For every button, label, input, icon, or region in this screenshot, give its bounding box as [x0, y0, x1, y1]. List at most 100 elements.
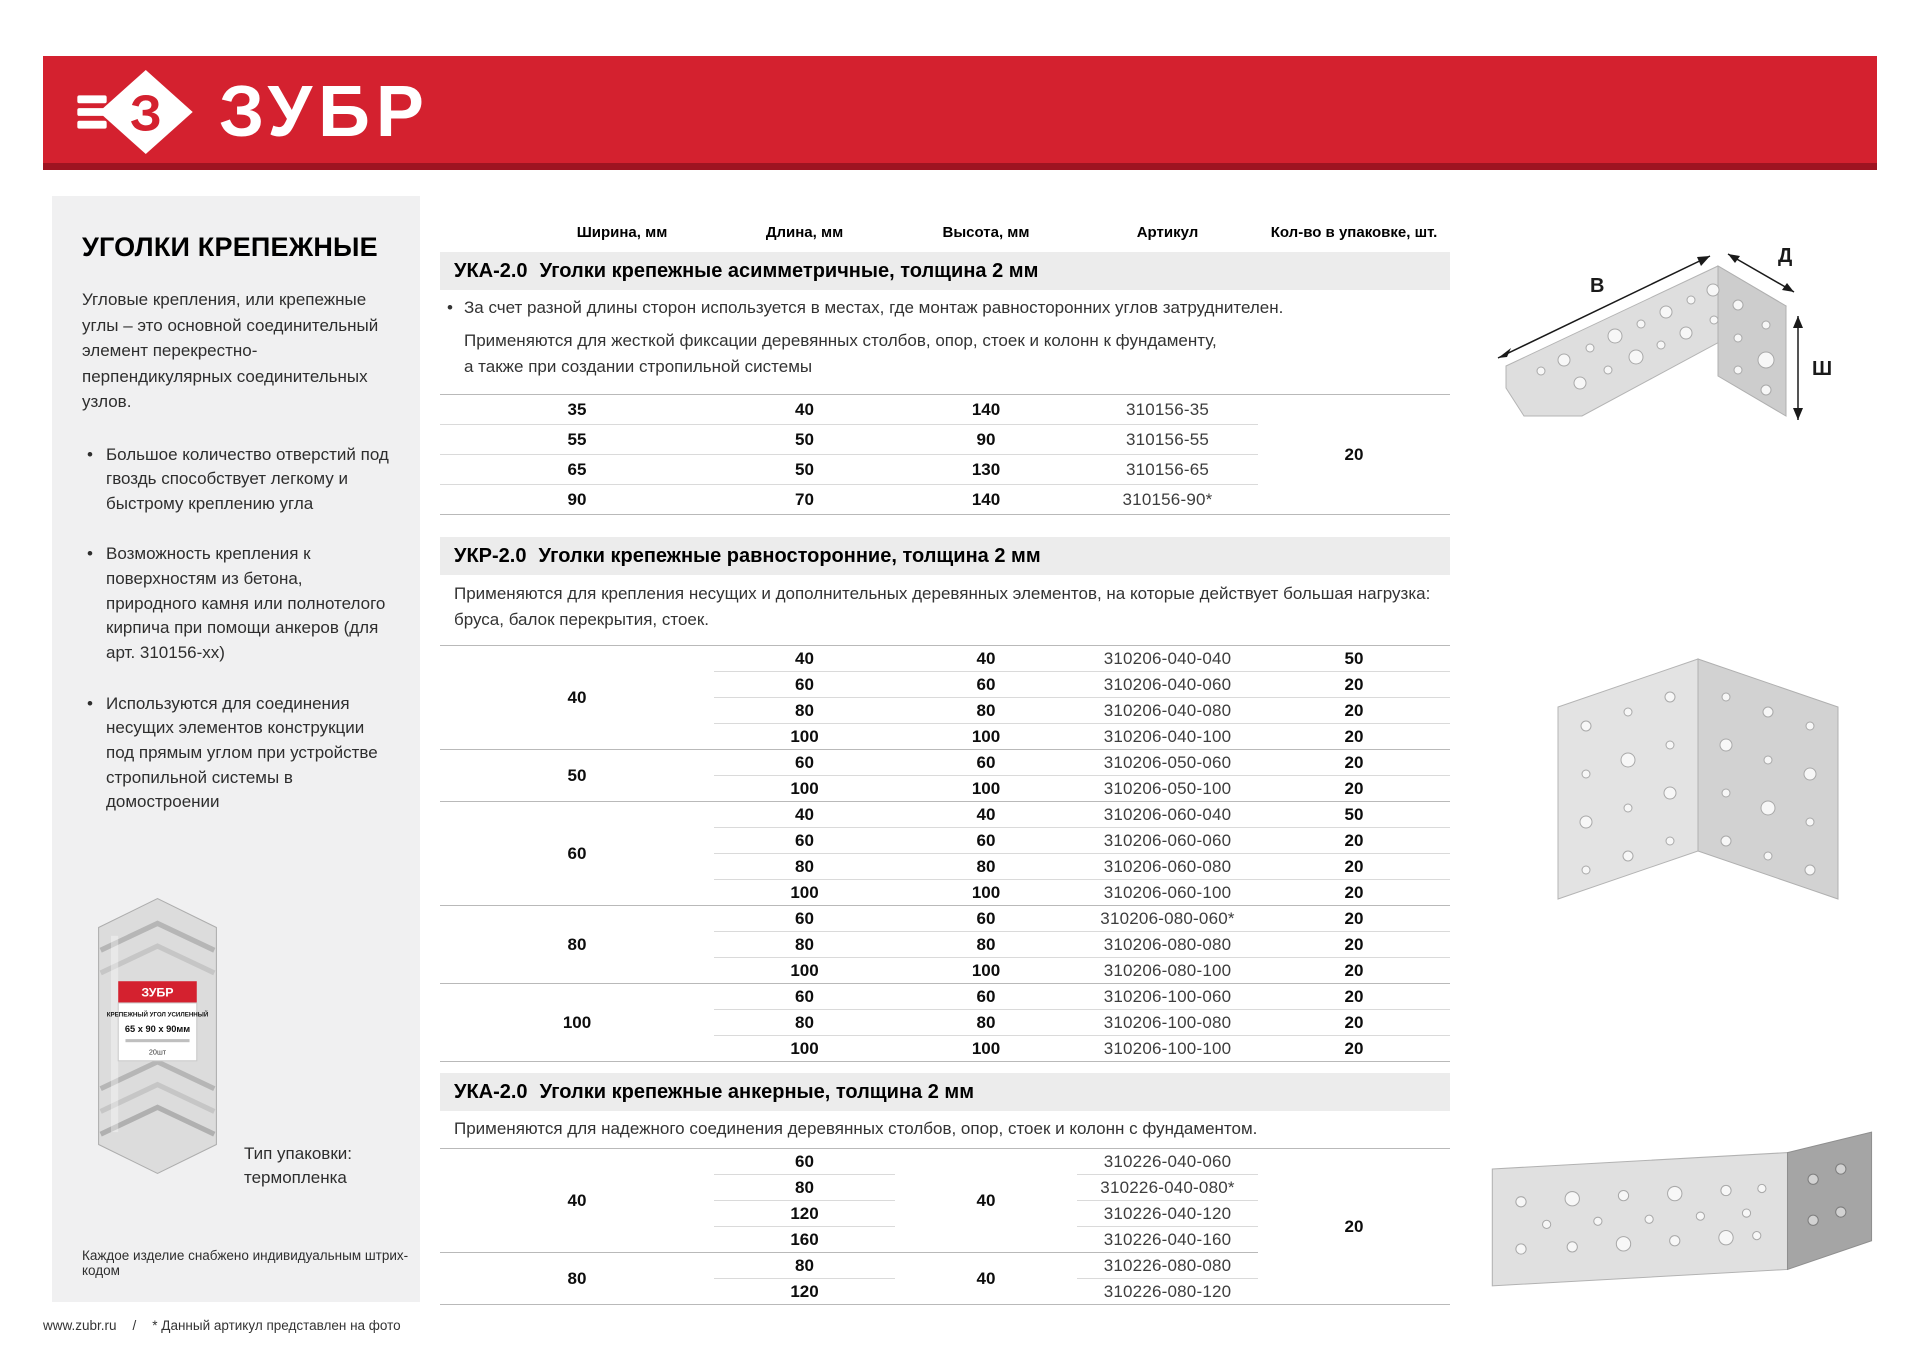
package-photo: ЗУБР КРЕПЕЖНЫЙ УГОЛ УСИЛЕННЫЙ 65 x 90 x …	[80, 886, 235, 1186]
article-value: 310156-35	[1077, 394, 1258, 425]
length-value: 60	[714, 905, 895, 932]
section-name: Уголки крепежные равносторонние, толщина…	[538, 544, 1041, 567]
section-bullet: За счет разной длины сторон используется…	[440, 298, 1444, 318]
feature-list: Большое количество отверстий под гвоздь …	[82, 443, 394, 815]
article-value: 310206-060-080	[1077, 853, 1258, 880]
height-value: 80	[895, 931, 1077, 958]
length-value: 40	[714, 394, 895, 425]
length-value: 60	[714, 671, 895, 698]
article-value: 310206-060-040	[1077, 801, 1258, 828]
length-value: 80	[714, 1174, 895, 1201]
length-value: 80	[714, 931, 895, 958]
section-code: УКА-2.0	[454, 1080, 528, 1103]
width-value: 60	[440, 801, 714, 906]
product-image-asymmetric: В Д Ш	[1490, 215, 1890, 460]
height-value: 80	[895, 1009, 1077, 1036]
length-value: 100	[714, 723, 895, 750]
length-value: 50	[714, 424, 895, 455]
intro-paragraph: Угловые крепления, или крепежные углы – …	[82, 290, 379, 411]
article-value: 310206-100-080	[1077, 1009, 1258, 1036]
qty-value: 20	[1258, 671, 1450, 698]
package-label-title: КРЕПЕЖНЫЙ УГОЛ УСИЛЕННЫЙ	[107, 1010, 209, 1018]
section-description: Применяются для жесткой фиксации деревян…	[464, 331, 1217, 377]
width-value: 35	[440, 394, 714, 425]
table-row: 90 70 140 310156-90*	[440, 484, 1450, 515]
article-value: 310226-040-080*	[1077, 1174, 1258, 1201]
length-value: 70	[714, 484, 895, 515]
article-value: 310206-080-080	[1077, 931, 1258, 958]
qty-value: 20	[1258, 931, 1450, 958]
package-type-caption: Тип упаковки: термопленка	[244, 1144, 352, 1187]
length-value: 40	[714, 801, 895, 828]
length-value: 50	[714, 454, 895, 485]
table-row: 35 40 140 310156-35 20	[440, 394, 1450, 515]
article-value: 310156-65	[1077, 454, 1258, 485]
feature-item: Большое количество отверстий под гвоздь …	[82, 443, 394, 517]
page-footer: www.zubr.ru / * Данный артикул представл…	[43, 1318, 401, 1333]
length-value: 160	[714, 1226, 895, 1253]
site-url: www.zubr.ru	[43, 1318, 117, 1333]
section-header-ukr-equal: УКР-2.0 Уголки крепежные равносторонние,…	[440, 537, 1450, 575]
footnote: * Данный артикул представлен на фото	[152, 1318, 401, 1333]
article-value: 310206-080-060*	[1077, 905, 1258, 932]
article-value: 310206-040-040	[1077, 645, 1258, 672]
package-label-red-band	[118, 981, 197, 1003]
page-title: УГОЛКИ КРЕПЕЖНЫЕ	[82, 232, 378, 262]
height-value: 100	[895, 957, 1077, 984]
article-value: 310226-080-080	[1077, 1252, 1258, 1279]
height-value: 90	[895, 424, 1077, 455]
qty-value: 20	[1258, 827, 1450, 854]
table-row: 100 100 310206-040-100 20	[440, 723, 1450, 750]
svg-text:З: З	[130, 85, 162, 142]
width-value: 65	[440, 454, 714, 485]
qty-value: 20	[1258, 983, 1450, 1010]
dim-label-width: В	[1590, 275, 1604, 297]
width-value: 80	[440, 1252, 714, 1305]
length-value: 80	[714, 697, 895, 724]
table-row: 100 100 310206-050-100 20	[440, 775, 1450, 802]
table-row: 80 60 60 310206-080-060* 20	[440, 905, 1450, 984]
article-value: 310206-040-060	[1077, 671, 1258, 698]
width-value: 100	[440, 983, 714, 1062]
table-row: 120 310226-080-120	[440, 1278, 1450, 1305]
table-row: 100 60 60 310206-100-060 20	[440, 983, 1450, 1062]
table-row: 65 50 130 310156-65	[440, 454, 1450, 485]
article-value: 310206-040-080	[1077, 697, 1258, 724]
article-value: 310226-040-120	[1077, 1200, 1258, 1227]
height-value: 40	[895, 1252, 1077, 1305]
col-header-article: Артикул	[1136, 223, 1199, 241]
qty-value: 20	[1258, 723, 1450, 750]
height-value: 140	[895, 484, 1077, 515]
height-value: 80	[895, 697, 1077, 724]
qty-value: 20	[1258, 394, 1450, 515]
qty-value: 20	[1258, 1035, 1450, 1062]
package-label-brand: ЗУБР	[141, 986, 173, 1000]
product-image-anchor	[1480, 1115, 1890, 1310]
table-uka-anchor: 40 60 40 310226-040-060 20 80 310226-040…	[440, 1148, 1450, 1305]
qty-value: 20	[1258, 879, 1450, 906]
table-uka-asymmetric: 35 40 140 310156-35 20 55 50 90 310156-5…	[440, 394, 1450, 515]
package-label-size: 65 x 90 x 90мм	[125, 1024, 190, 1034]
height-value: 60	[895, 749, 1077, 776]
table-row: 80 80 310206-060-080 20	[440, 853, 1450, 880]
table-row: 60 60 310206-040-060 20	[440, 671, 1450, 698]
width-value: 40	[440, 1148, 714, 1253]
zubr-diamond-icon: З	[77, 69, 193, 155]
section-header-uka-anchor: УКА-2.0 Уголки крепежные анкерные, толщи…	[440, 1073, 1450, 1111]
article-value: 310226-080-120	[1077, 1278, 1258, 1305]
brand-logo-text: ЗУБР	[219, 72, 430, 152]
table-row: 40 40 40 310206-040-040 50	[440, 645, 1450, 750]
table-row: 60 60 310206-060-060 20	[440, 827, 1450, 854]
width-value: 40	[440, 645, 714, 750]
article-value: 310206-060-100	[1077, 879, 1258, 906]
height-value: 80	[895, 853, 1077, 880]
dim-label-length: Д	[1778, 245, 1792, 267]
qty-value: 20	[1258, 853, 1450, 880]
height-value: 100	[895, 879, 1077, 906]
article-value: 310206-050-060	[1077, 749, 1258, 776]
length-value: 60	[714, 983, 895, 1010]
qty-value: 20	[1258, 1009, 1450, 1036]
table-row: 100 100 310206-080-100 20	[440, 957, 1450, 984]
col-header-qty: Кол-во в упаковке, шт.	[1270, 223, 1438, 241]
